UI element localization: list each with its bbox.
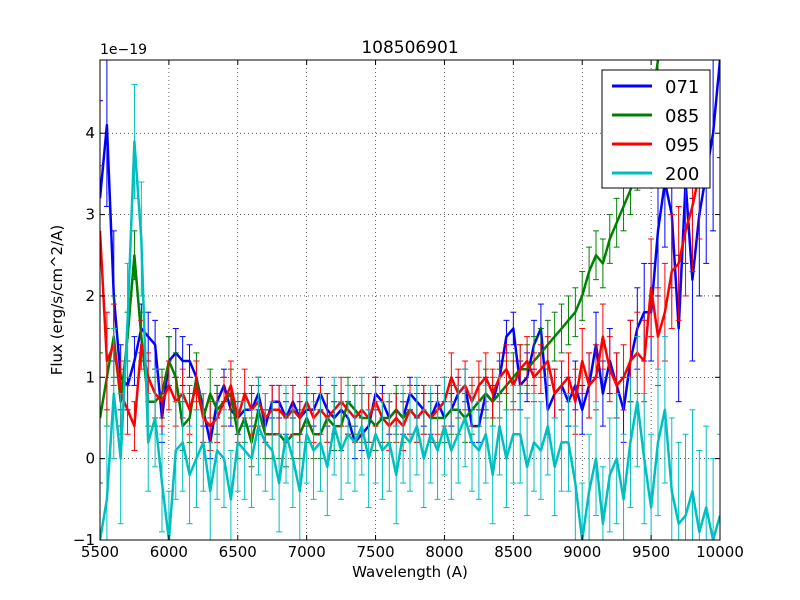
y-axis-label: Flux (erg/s/cm^2/A) — [48, 225, 66, 376]
series-200 — [100, 83, 720, 540]
series-line-095 — [100, 173, 701, 428]
legend-label-085: 085 — [665, 106, 699, 127]
legend-label-200: 200 — [665, 164, 699, 185]
x-tick-label: 5500 — [81, 543, 119, 561]
y-tick-label: 1 — [85, 368, 95, 386]
chart-title: 108506901 — [361, 38, 458, 58]
x-axis-label: Wavelength (A) — [352, 563, 468, 581]
plot-area — [100, 60, 720, 540]
plot-frame — [99, 59, 721, 541]
y-offset-label: 1e−19 — [100, 42, 147, 58]
x-tick-label: 10000 — [696, 543, 744, 561]
legend: 071 085 095 200 — [601, 69, 711, 189]
x-tick-label: 8500 — [494, 543, 532, 561]
y-tick-label: 3 — [85, 206, 95, 224]
x-tick-label: 7500 — [356, 543, 394, 561]
y-tick-label: −1 — [73, 531, 95, 549]
x-tick-label: 6500 — [219, 543, 257, 561]
x-tick-label: 8000 — [425, 543, 463, 561]
x-tick-label: 9500 — [632, 543, 670, 561]
x-tick-label: 9000 — [563, 543, 601, 561]
legend-label-095: 095 — [665, 135, 699, 156]
legend-label-071: 071 — [665, 77, 699, 98]
legend-box — [601, 69, 711, 189]
y-tick-label: 2 — [85, 287, 95, 305]
y-tick-label: 0 — [85, 450, 95, 468]
axis-ticks: 5500 6000 6500 7000 7500 8000 8500 9000 9500 1000… — [73, 60, 744, 561]
y-tick-label: 4 — [85, 124, 95, 142]
x-tick-label: 6000 — [150, 543, 188, 561]
x-tick-label: 7000 — [288, 543, 326, 561]
series-line-200 — [100, 140, 720, 540]
